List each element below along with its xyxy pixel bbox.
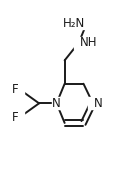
Bar [15, 111, 24, 123]
Bar [74, 37, 84, 49]
Bar [88, 97, 98, 109]
Text: N: N [52, 97, 61, 110]
Bar [15, 83, 24, 95]
Bar [82, 17, 92, 29]
Text: F: F [12, 111, 18, 124]
Text: NH: NH [80, 36, 98, 49]
Text: N: N [94, 97, 103, 110]
Text: F: F [12, 83, 18, 96]
Text: H₂N: H₂N [63, 17, 86, 30]
Bar [52, 97, 61, 109]
